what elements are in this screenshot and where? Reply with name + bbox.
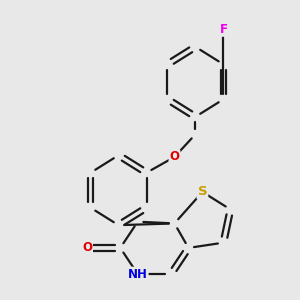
- Text: S: S: [198, 185, 207, 199]
- Text: O: O: [169, 151, 179, 164]
- Text: NH: NH: [128, 268, 148, 281]
- Text: F: F: [219, 23, 227, 36]
- Text: O: O: [82, 242, 92, 254]
